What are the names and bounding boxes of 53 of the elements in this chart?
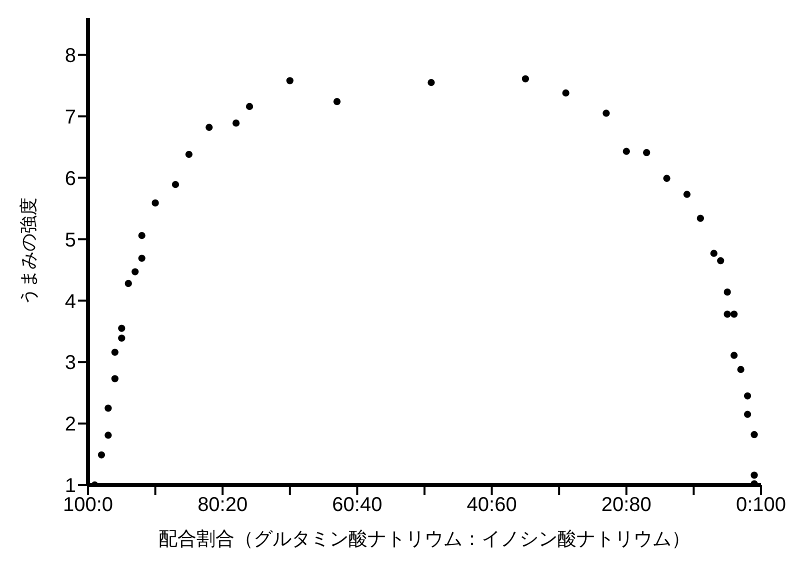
- y-tick-label: 3: [64, 352, 76, 374]
- point: [522, 75, 530, 82]
- point: [643, 149, 650, 156]
- point: [717, 257, 724, 264]
- y-axis-title: うまみの強度: [18, 198, 38, 306]
- point: [104, 432, 112, 439]
- point: [744, 392, 752, 400]
- point: [730, 352, 738, 359]
- point: [104, 404, 112, 412]
- point: [562, 89, 570, 97]
- point: [710, 250, 718, 257]
- point: [118, 334, 126, 342]
- point: [428, 78, 435, 86]
- point: [138, 254, 146, 262]
- point: [111, 348, 118, 356]
- x-tick-label: 60:40: [332, 494, 382, 516]
- point: [98, 451, 106, 458]
- x-tick-label: 40:60: [466, 494, 517, 516]
- point: [663, 174, 670, 182]
- point: [138, 232, 146, 240]
- point: [118, 324, 126, 332]
- point: [132, 268, 139, 276]
- point: [724, 288, 731, 296]
- point: [333, 98, 341, 106]
- point: [206, 124, 213, 131]
- x-tick-label: 80:20: [198, 494, 248, 516]
- x-tick-label: 20:80: [601, 494, 652, 516]
- point: [602, 110, 610, 117]
- point: [683, 190, 691, 198]
- point: [724, 310, 731, 318]
- point: [246, 102, 254, 110]
- y-tick-label: 6: [64, 168, 76, 190]
- y-tick-label: 7: [64, 106, 76, 128]
- point: [232, 120, 240, 127]
- point: [737, 366, 744, 374]
- point: [730, 310, 738, 318]
- point: [622, 148, 630, 155]
- point: [124, 280, 132, 288]
- point: [750, 472, 758, 479]
- x-tick-label: 0:100: [736, 494, 786, 516]
- point: [111, 375, 118, 382]
- x-axis-title: 配合割合（グルタミン酸ナトリウム：イノシン酸ナトリウム）: [158, 529, 690, 550]
- point: [152, 199, 159, 207]
- point: [286, 77, 294, 84]
- point: [750, 431, 758, 438]
- point: [744, 410, 752, 418]
- y-tick-label: 5: [64, 229, 76, 252]
- point: [696, 214, 704, 222]
- point: [172, 180, 180, 188]
- y-tick-label: 8: [64, 44, 76, 67]
- y-tick-label: 4: [64, 290, 76, 313]
- point: [185, 150, 193, 158]
- y-tick-label: 2: [64, 414, 76, 436]
